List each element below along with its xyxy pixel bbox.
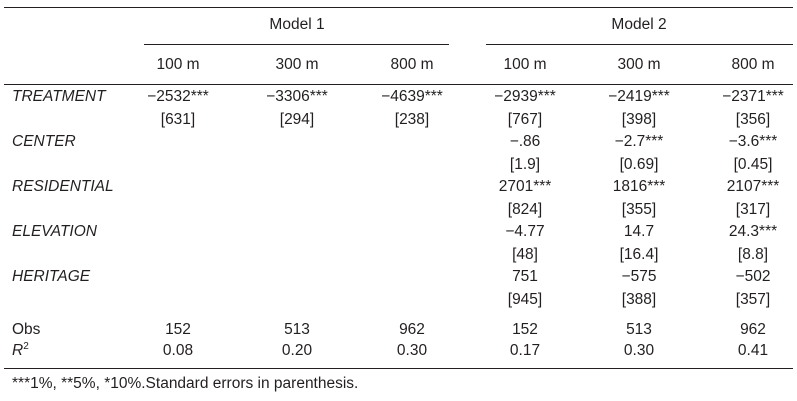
coef-cell: 24.3*** <box>728 223 778 240</box>
col-header: 100 m <box>156 56 200 73</box>
coef-cell: 14.7 <box>623 223 655 240</box>
se-cell: [767] <box>507 111 543 128</box>
se-cell: [317] <box>735 201 771 218</box>
row-label-elevation: ELEVATION <box>12 223 97 240</box>
row-label-residential: RESIDENTIAL <box>12 178 114 195</box>
row-label-heritage: HERITAGE <box>12 268 91 285</box>
se-cell: [0.45] <box>733 156 773 173</box>
row-label-r2: R2 <box>12 341 29 363</box>
bottom-rule <box>4 368 793 369</box>
obs-cell: 962 <box>399 321 425 338</box>
obs-cell: 152 <box>512 321 538 338</box>
se-cell: [945] <box>507 291 543 308</box>
header-rule <box>4 84 793 85</box>
r2-cell: 0.08 <box>162 342 194 359</box>
r2-cell: 0.30 <box>623 342 655 359</box>
row-label-treatment: TREATMENT <box>12 88 106 105</box>
coef-cell: −4.77 <box>505 223 545 240</box>
model1-underline <box>144 44 449 45</box>
obs-cell: 152 <box>165 321 191 338</box>
se-cell: [238] <box>394 111 430 128</box>
col-header: 300 m <box>275 56 319 73</box>
se-cell: [631] <box>160 111 196 128</box>
se-cell: [8.8] <box>737 246 769 263</box>
se-cell: [357] <box>735 291 771 308</box>
footnote: ***1%, **5%, *10%.Standard errors in par… <box>12 375 359 392</box>
model2-underline <box>486 44 793 45</box>
coef-cell: −575 <box>621 268 657 285</box>
se-cell: [16.4] <box>619 246 659 263</box>
coef-cell: 751 <box>512 268 538 285</box>
obs-cell: 513 <box>626 321 652 338</box>
row-label-obs: Obs <box>12 321 41 338</box>
coef-cell: −2939*** <box>494 88 556 105</box>
coef-cell: −3306*** <box>266 88 328 105</box>
obs-cell: 962 <box>740 321 766 338</box>
se-cell: [294] <box>279 111 315 128</box>
se-cell: [356] <box>735 111 771 128</box>
coef-cell: 1816*** <box>612 178 666 195</box>
coef-cell: −3.6*** <box>728 133 778 150</box>
coef-cell: 2701*** <box>498 178 552 195</box>
r2-cell: 0.17 <box>509 342 541 359</box>
col-header: 800 m <box>731 56 775 73</box>
coef-cell: −502 <box>735 268 771 285</box>
r2-cell: 0.20 <box>281 342 313 359</box>
model2-header: Model 2 <box>611 16 667 33</box>
coef-cell: 2107*** <box>726 178 780 195</box>
coef-cell: −2371*** <box>722 88 784 105</box>
coef-cell: −2.7*** <box>614 133 664 150</box>
col-header: 300 m <box>617 56 661 73</box>
coef-cell: −.86 <box>509 133 541 150</box>
se-cell: [388] <box>621 291 657 308</box>
se-cell: [0.69] <box>619 156 659 173</box>
coef-cell: −2532*** <box>147 88 209 105</box>
col-header: 800 m <box>390 56 434 73</box>
r2-letter: R <box>12 342 24 359</box>
coef-cell: −2419*** <box>608 88 670 105</box>
se-cell: [398] <box>621 111 657 128</box>
r2-cell: 0.41 <box>737 342 769 359</box>
r2-cell: 0.30 <box>396 342 428 359</box>
se-cell: [1.9] <box>509 156 541 173</box>
coef-cell: −4639*** <box>381 88 443 105</box>
row-label-center: CENTER <box>12 133 76 150</box>
obs-cell: 513 <box>284 321 310 338</box>
top-rule <box>4 7 793 8</box>
r2-superscript: 2 <box>23 341 29 352</box>
model1-header: Model 1 <box>269 16 325 33</box>
se-cell: [824] <box>507 201 543 218</box>
se-cell: [355] <box>621 201 657 218</box>
col-header: 100 m <box>503 56 547 73</box>
se-cell: [48] <box>512 246 538 263</box>
